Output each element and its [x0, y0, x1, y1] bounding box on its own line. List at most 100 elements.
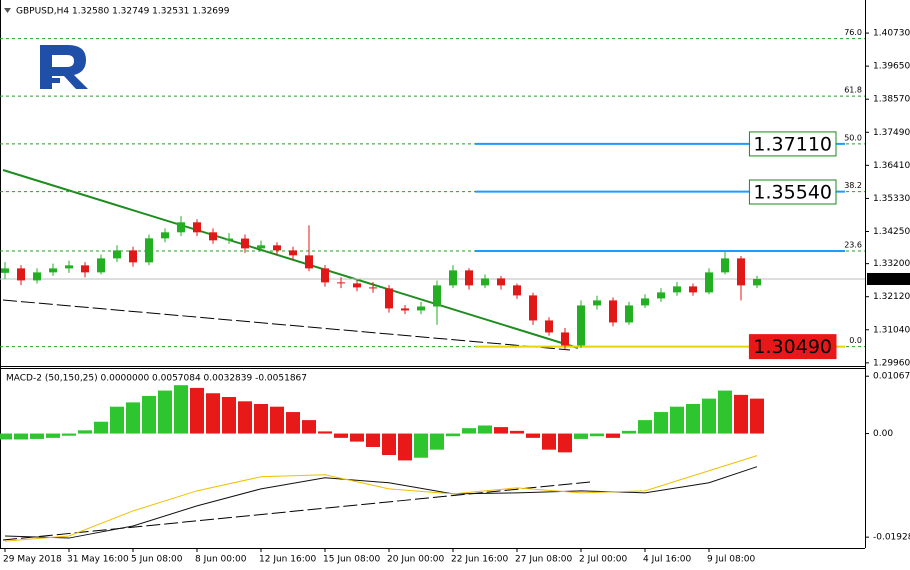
histogram-bar	[686, 404, 700, 434]
y-tick-label: 1.31040	[873, 325, 910, 335]
candle-body	[33, 272, 41, 281]
histogram-bar	[574, 433, 588, 439]
x-tick-label: 22 Jun 16:00	[451, 555, 508, 565]
histogram-bar	[222, 397, 236, 434]
y-tick-label: 1.39650	[873, 62, 910, 72]
price-annotation	[748, 131, 837, 157]
histogram-bar	[414, 433, 428, 458]
histogram-bar	[238, 401, 252, 434]
candle-body	[497, 278, 505, 286]
candle-body	[257, 245, 265, 249]
histogram-bar	[318, 431, 332, 434]
candle-body	[737, 258, 745, 286]
histogram-bar	[622, 430, 636, 434]
candle-body	[369, 287, 377, 289]
x-tick-label: 5 Jun 08:00	[131, 555, 183, 565]
histogram-bar	[590, 433, 604, 437]
histogram-bar	[334, 433, 348, 438]
candle-body	[625, 305, 633, 323]
price-annotation	[748, 334, 837, 360]
logo	[40, 45, 88, 89]
price-annotation-label: 1.30490	[753, 336, 832, 358]
candle-body	[321, 268, 329, 283]
candle-body	[353, 283, 361, 288]
x-tick-label: 4 Jul 16:00	[643, 555, 692, 565]
candle-body	[113, 250, 121, 259]
histogram-bar	[254, 404, 268, 434]
y-tick-label: 1.32120	[873, 292, 910, 302]
histogram-bar	[350, 433, 364, 442]
candle-body	[545, 320, 553, 333]
candle-body	[753, 278, 761, 286]
price-box-label: 1.32699	[870, 274, 907, 284]
candle-body	[1, 268, 9, 273]
candle-body	[561, 332, 569, 346]
histogram-bar	[398, 433, 412, 461]
y-tick-label: -0.019284	[873, 533, 910, 543]
histogram-bar	[558, 433, 572, 453]
histogram-bar	[30, 433, 44, 439]
candle-body	[593, 300, 601, 306]
histogram-bar	[510, 430, 524, 434]
price-annotation-label: 1.37110	[753, 133, 832, 155]
x-tick-label: 27 Jun 08:00	[515, 555, 572, 565]
histogram-bar	[750, 398, 764, 434]
histogram-bar	[638, 420, 652, 434]
y-tick-label: 1.34250	[873, 227, 910, 237]
candle-body	[145, 238, 153, 263]
histogram-bar	[78, 430, 92, 434]
histogram-bar	[446, 433, 460, 437]
price-annotation-label: 1.35540	[753, 181, 832, 203]
histogram-bar	[126, 402, 140, 434]
candle-body	[577, 305, 585, 346]
candle-body	[689, 286, 697, 293]
fib-label: 61.8	[844, 86, 862, 95]
histogram-bar	[718, 390, 732, 434]
candle-body	[609, 300, 617, 323]
histogram-bar	[734, 394, 748, 434]
candle-body	[225, 238, 233, 241]
indicator-title: MACD-2 (50,150,25) 0.0000000 0.0057084 0…	[6, 374, 307, 384]
candle-body	[641, 298, 649, 306]
x-tick-label: 20 Jun 00:00	[387, 555, 444, 565]
candle-body	[65, 265, 73, 269]
candle-body	[129, 250, 137, 263]
candle-body	[177, 222, 185, 233]
candle-body	[465, 270, 473, 286]
histogram-bar	[430, 433, 444, 450]
histogram-bar	[142, 395, 156, 434]
y-tick-label: 1.33200	[873, 259, 910, 269]
histogram-bar	[174, 385, 188, 434]
candle-body	[97, 258, 105, 273]
histogram-bar	[462, 428, 476, 434]
candle-body	[721, 258, 729, 273]
histogram-bar	[94, 421, 108, 434]
candle-body	[81, 265, 89, 273]
candle-body	[289, 250, 297, 256]
y-tick-label: 1.38570	[873, 95, 910, 105]
fib-label: 50.0	[844, 133, 862, 142]
indicator-line	[4, 466, 758, 539]
y-tick-label: 1.36410	[873, 161, 910, 171]
histogram-bar	[494, 427, 508, 434]
candle-body	[49, 268, 57, 273]
trend-line	[2, 299, 571, 351]
x-tick-label: 9 Jul 08:00	[707, 555, 756, 565]
candle-body	[513, 285, 521, 296]
candle-body	[209, 232, 217, 241]
candle-body	[417, 306, 425, 311]
candle-body	[401, 308, 409, 311]
candle-body	[385, 288, 393, 309]
candle-body	[161, 232, 169, 239]
histogram-bar	[542, 433, 556, 450]
y-tick-label: 1.29960	[873, 358, 910, 368]
histogram-bar	[526, 433, 540, 438]
chart-title: GBPUSD,H4 1.32580 1.32749 1.32531 1.3269…	[16, 7, 230, 17]
y-tick-label: 1.37490	[873, 128, 910, 138]
candle-body	[17, 268, 25, 281]
menu-icon	[4, 8, 11, 13]
price-annotation	[748, 179, 837, 205]
